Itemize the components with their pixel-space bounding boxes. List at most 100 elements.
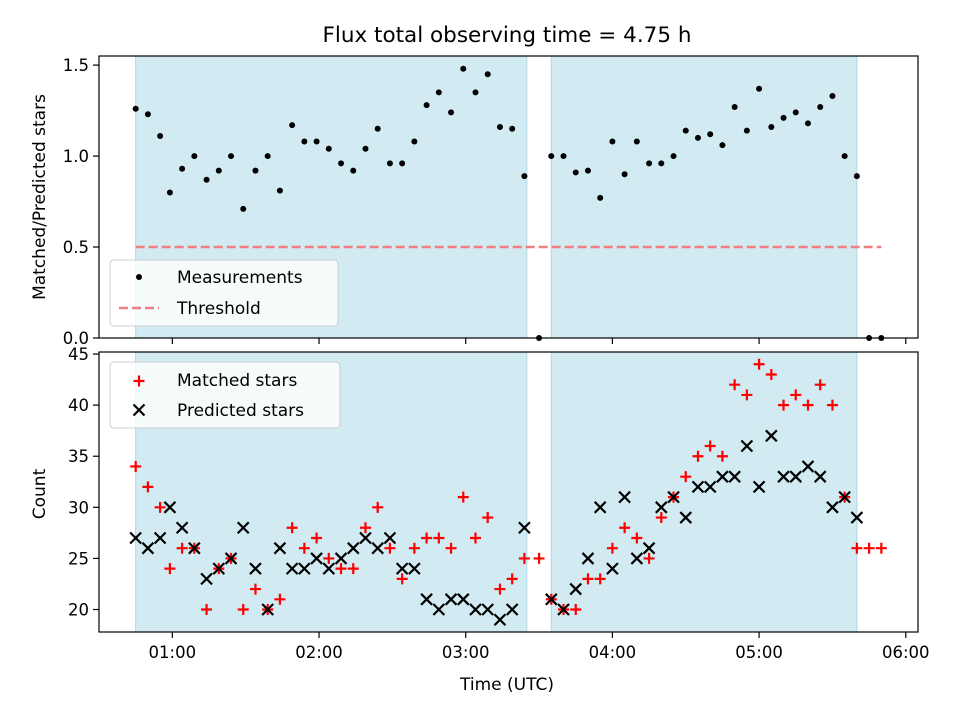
measurement-point xyxy=(484,71,491,78)
measurement-point xyxy=(597,194,604,201)
matched-star-marker xyxy=(311,532,323,544)
matched-star-marker xyxy=(154,501,166,513)
predicted-star-marker xyxy=(346,541,360,555)
matched-star-marker xyxy=(692,450,704,462)
matched-star-marker xyxy=(142,481,154,493)
legend-threshold-label: Threshold xyxy=(176,299,261,319)
y-tick-label: 35 xyxy=(68,447,89,466)
measurement-point xyxy=(658,160,665,167)
predicted-star-marker xyxy=(679,511,693,524)
predicted-star-marker xyxy=(129,531,142,545)
time-xlabel: Time (UTC) xyxy=(459,675,554,695)
matched-star-marker xyxy=(384,542,396,554)
predicted-star-marker xyxy=(432,603,446,616)
legend-measurement-marker xyxy=(136,274,142,280)
predicted-star-marker xyxy=(505,603,519,616)
matched-star-marker xyxy=(533,552,545,564)
matched-star-marker xyxy=(741,389,753,401)
measurement-point xyxy=(157,133,164,140)
measurement-point xyxy=(768,123,775,130)
matched-star-marker xyxy=(606,542,618,554)
predicted-star-marker xyxy=(141,541,155,555)
measurement-point xyxy=(841,153,848,160)
measurement-point xyxy=(584,167,591,174)
matched-star-marker xyxy=(570,604,582,616)
y-tick-label: 1.5 xyxy=(63,56,89,75)
legend-box xyxy=(109,259,339,327)
y-tick-label: 0.5 xyxy=(63,238,89,257)
predicted-star-marker xyxy=(175,521,189,535)
measurement-point xyxy=(203,176,210,183)
legend-box xyxy=(109,361,341,429)
legend: Measurements Threshold xyxy=(109,259,339,327)
predicted-star-marker xyxy=(334,552,348,565)
predicted-star-marker xyxy=(200,572,213,586)
legend-matched-label: Matched stars xyxy=(177,371,297,391)
predicted-star-marker xyxy=(163,501,177,514)
x-tick-label: 05:00 xyxy=(735,643,783,662)
measurement-point xyxy=(804,120,811,127)
predicted-star-marker xyxy=(618,490,631,504)
predicted-star-marker xyxy=(569,582,583,596)
predicted-star-marker xyxy=(703,480,717,494)
predicted-star-marker xyxy=(801,460,815,473)
matched-star-marker xyxy=(851,542,863,554)
x-tick-label: 04:00 xyxy=(589,643,637,662)
predicted-star-marker xyxy=(188,541,201,555)
measurement-point xyxy=(853,173,860,180)
matched-star-marker xyxy=(814,379,826,391)
y-tick-label: 45 xyxy=(68,345,89,364)
measurement-point xyxy=(756,85,763,92)
predicted-star-marker xyxy=(728,470,741,483)
matched-star-marker xyxy=(494,583,506,595)
measurement-point xyxy=(228,153,235,160)
count-ylabel: Count xyxy=(30,468,50,519)
count-panel: 20 25 30 35 40 45 01:00 02:00 03:00 04:00 05:00 06:… xyxy=(68,345,930,662)
predicted-star-marker xyxy=(420,593,433,606)
measurement-point xyxy=(817,103,824,110)
predicted-star-marker xyxy=(273,541,287,555)
matched-star-marker xyxy=(469,532,481,544)
chart-title: Flux total observing time = 4.75 h xyxy=(323,23,692,48)
legend-predicted-marker xyxy=(132,403,146,417)
predicted-star-marker xyxy=(813,470,827,483)
measurement-point xyxy=(240,205,247,212)
measurement-point xyxy=(460,65,467,72)
measurement-point xyxy=(423,102,430,109)
measurement-point xyxy=(338,160,345,167)
measurement-point xyxy=(362,145,369,152)
matched-star-marker xyxy=(445,542,457,554)
measurement-point xyxy=(301,138,308,145)
measurement-point xyxy=(609,138,616,145)
matched-star-marker xyxy=(716,450,728,462)
matched-star-marker xyxy=(201,604,213,616)
measurement-point xyxy=(633,138,640,145)
y-tick-label: 25 xyxy=(68,549,89,568)
predicted-star-marker xyxy=(371,541,384,555)
predicted-star-marker xyxy=(359,531,372,545)
y-tick-label: 40 xyxy=(68,396,89,415)
matched-star-marker xyxy=(433,532,445,544)
matched-star-marker xyxy=(826,399,838,411)
predicted-star-marker xyxy=(310,552,323,565)
matched-star-marker xyxy=(506,573,518,585)
x-tick-label: 02:00 xyxy=(295,643,343,662)
measurement-point xyxy=(179,165,186,172)
predicted-star-marker xyxy=(395,562,409,575)
predicted-star-marker xyxy=(655,501,668,514)
measurement-point xyxy=(731,103,738,110)
predicted-star-marker xyxy=(593,501,607,514)
measurement-point xyxy=(496,123,503,130)
measurement-point xyxy=(743,127,750,134)
predicted-star-marker xyxy=(153,531,167,545)
predicted-star-marker xyxy=(752,480,766,494)
matched-star-marker xyxy=(359,522,371,534)
matched-star-marker xyxy=(802,399,814,411)
measurement-point xyxy=(144,111,151,118)
predicted-star-marker xyxy=(557,603,570,616)
predicted-star-marker xyxy=(716,470,729,483)
measurement-point xyxy=(313,138,320,145)
observing-span xyxy=(551,56,857,338)
predicted-star-marker xyxy=(545,593,558,606)
